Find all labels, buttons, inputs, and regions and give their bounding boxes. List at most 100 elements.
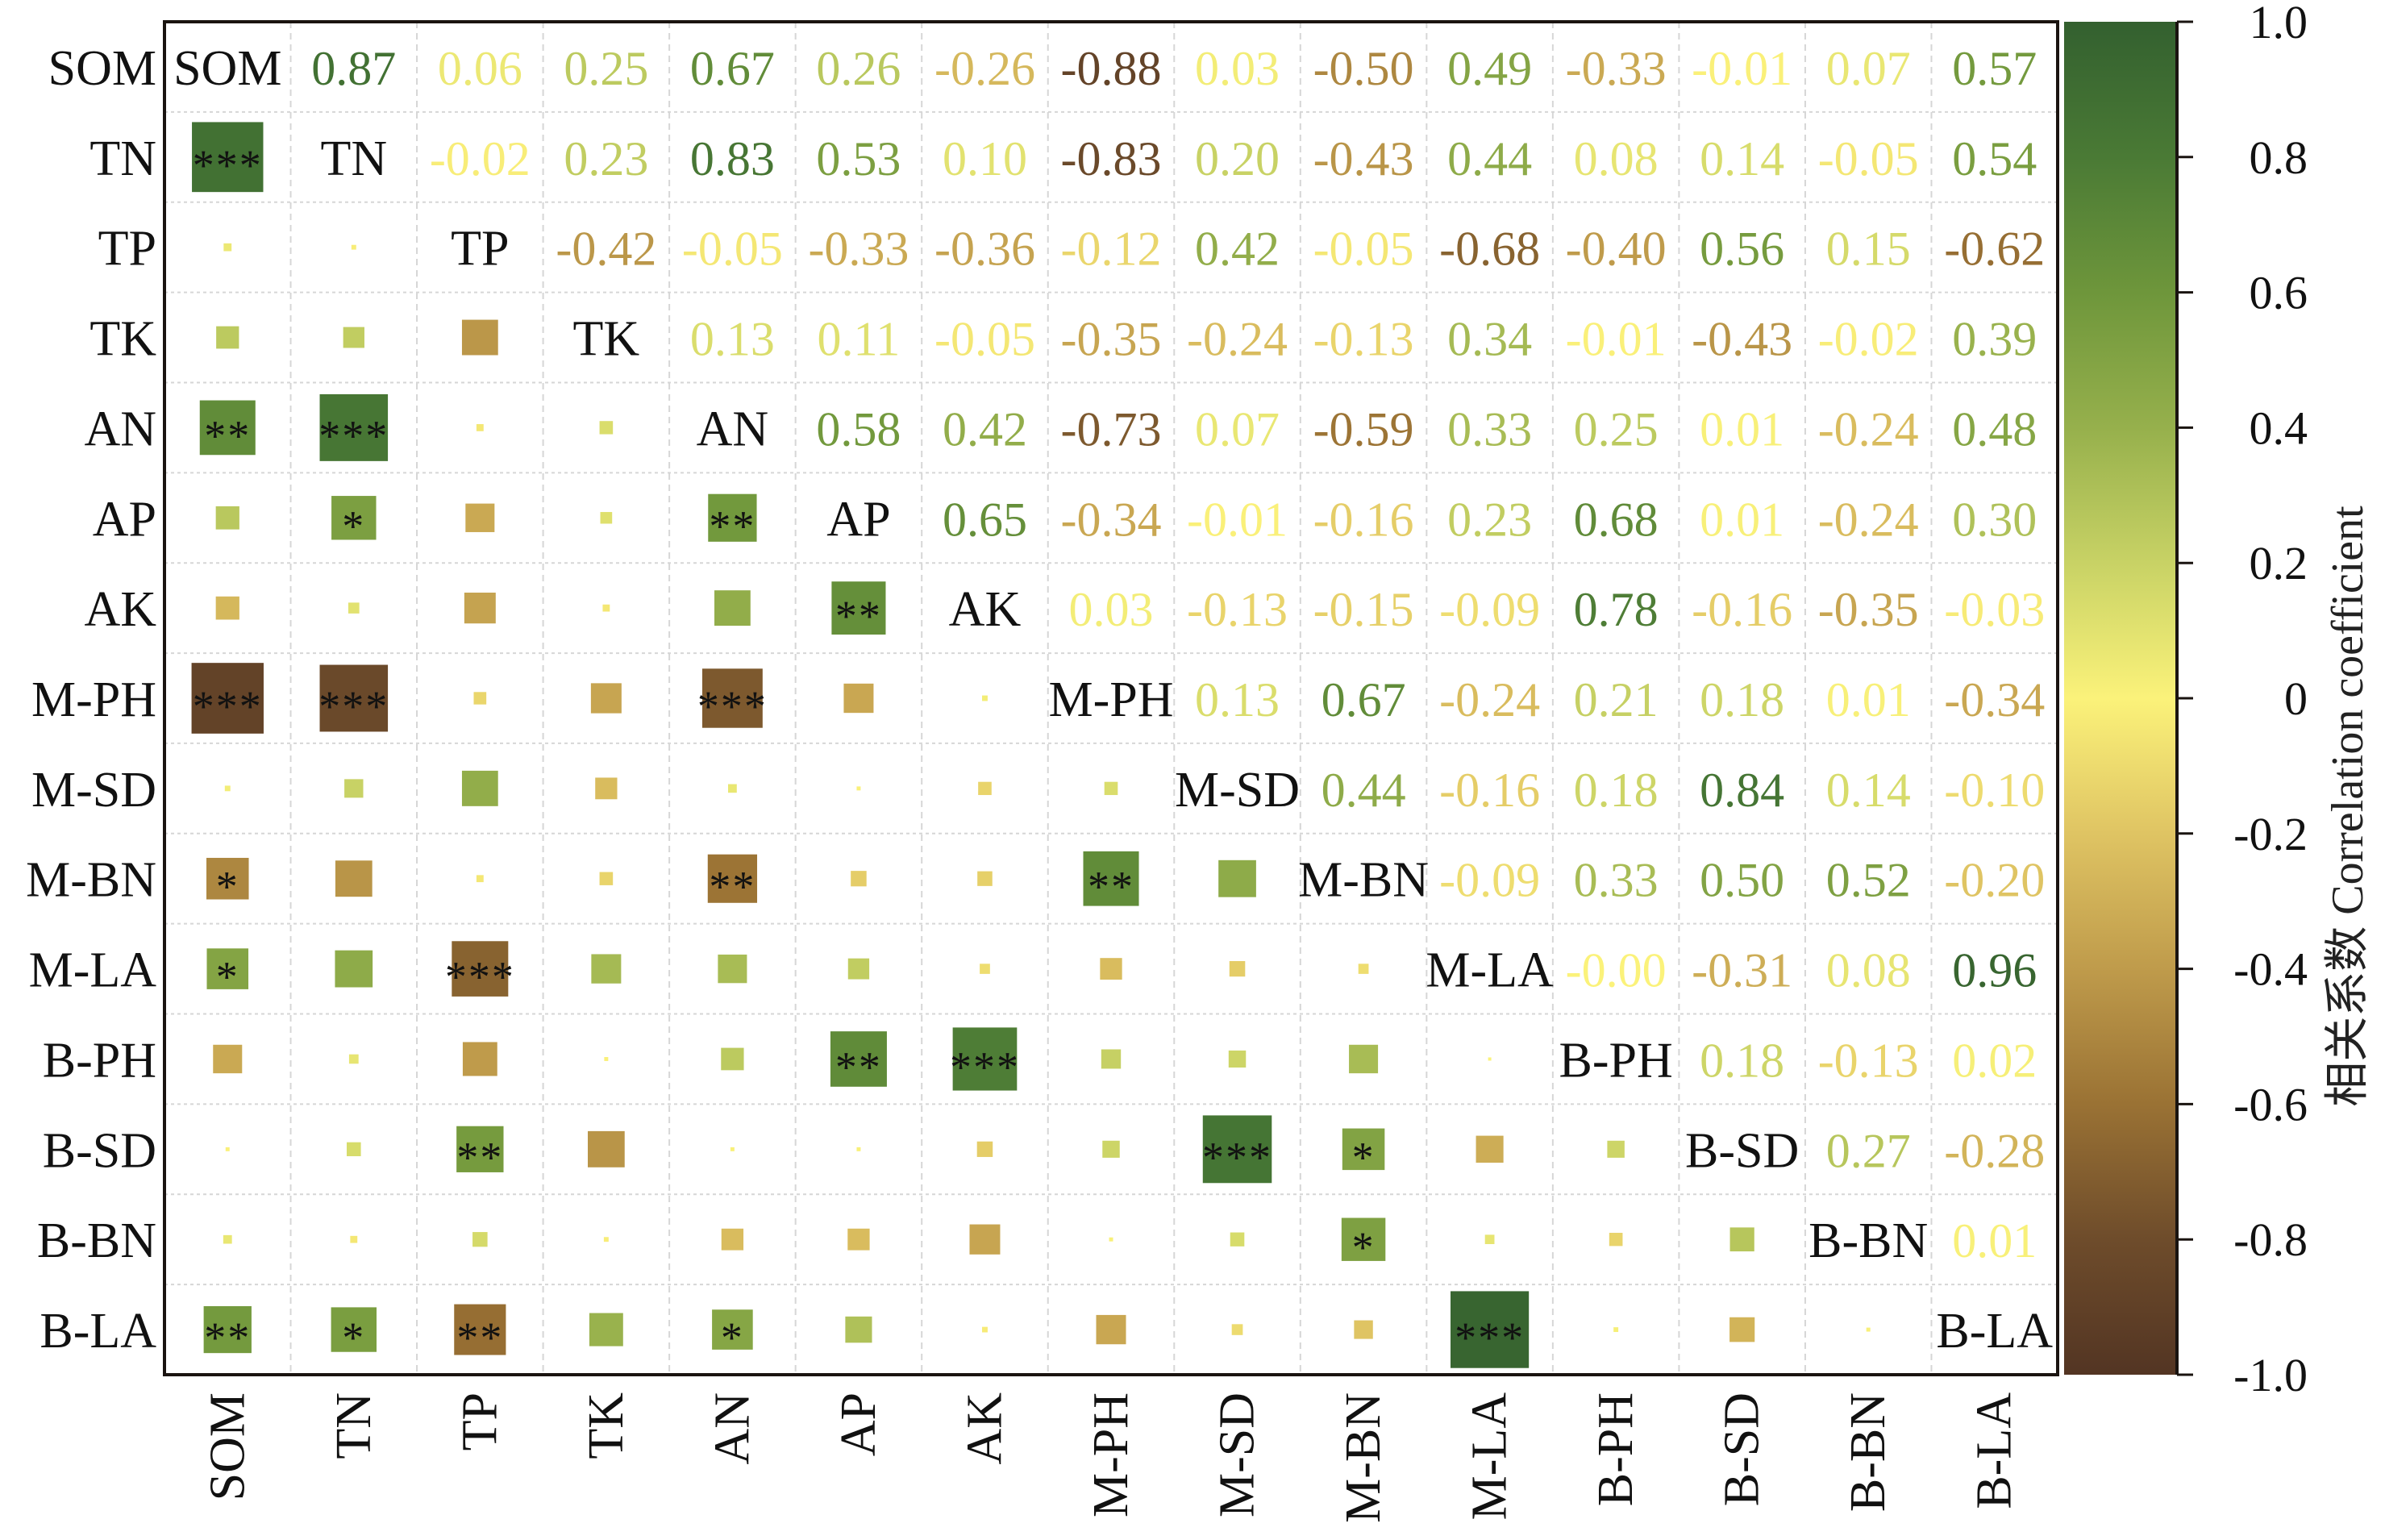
correlation-value-label: -0.59 <box>1313 402 1414 456</box>
correlation-square <box>976 1141 993 1157</box>
significance-stars: *** <box>445 953 515 1001</box>
y-tick-label: B-SD <box>43 1123 156 1178</box>
correlation-square <box>1229 960 1246 977</box>
correlation-value-label: 0.48 <box>1952 402 2037 456</box>
correlation-value-label: -0.24 <box>1439 673 1540 726</box>
correlation-square <box>476 875 484 883</box>
correlation-square <box>473 692 487 705</box>
correlation-value-label: 0.39 <box>1952 313 2037 366</box>
colorbar: 1.0 0.8 0.6 0.4 0.2 0 -0.2 -0.4 -0.6 -0.8 -1.0 <box>2064 0 2308 1401</box>
correlation-value-label: 0.02 <box>1952 1034 2037 1087</box>
correlation-square <box>1358 964 1369 974</box>
correlation-value-label: 0.87 <box>311 42 396 95</box>
significance-stars: *** <box>318 411 389 460</box>
significance-stars: * <box>342 1313 365 1362</box>
correlation-value-label: 0.67 <box>690 42 775 95</box>
significance-stars: * <box>1352 1133 1376 1181</box>
colorbar-tick-label: -1.0 <box>2233 1349 2308 1401</box>
diagonal-label: B-LA <box>1936 1304 2053 1359</box>
x-tick-label: B-PH <box>1588 1392 1643 1506</box>
x-tick-label: M-LA <box>1463 1392 1517 1521</box>
colorbar-tick-label: 1.0 <box>2250 0 2308 48</box>
correlation-value-label: 0.78 <box>1574 583 1659 636</box>
x-tick-label: TP <box>452 1392 507 1451</box>
correlation-square <box>215 506 239 530</box>
x-tick-label: TN <box>327 1392 381 1459</box>
correlation-square <box>1342 1128 1385 1171</box>
correlation-value-label: 0.57 <box>1952 42 2037 95</box>
correlation-value-label: -0.09 <box>1439 854 1540 907</box>
correlation-value-label: 0.14 <box>1826 764 1911 817</box>
correlation-square <box>1096 1314 1126 1345</box>
colorbar-tick-label: -0.8 <box>2233 1213 2308 1266</box>
correlation-value-label: 0.27 <box>1826 1124 1911 1177</box>
correlation-square <box>1341 1217 1386 1261</box>
correlation-square <box>847 1228 870 1251</box>
x-tick-label: B-SD <box>1715 1392 1770 1506</box>
y-tick-label: M-PH <box>31 672 156 727</box>
correlation-value-label: 0.50 <box>1700 854 1784 907</box>
correlation-square <box>348 1054 359 1064</box>
y-tick-label: TP <box>98 222 156 277</box>
correlation-value-label: 0.01 <box>1952 1214 2037 1267</box>
correlation-square <box>348 602 360 614</box>
correlation-value-label: -0.00 <box>1566 944 1667 997</box>
correlation-square <box>851 871 867 887</box>
correlation-square <box>1729 1227 1754 1252</box>
correlation-value-label: -0.88 <box>1061 42 1162 95</box>
correlation-value-label: 0.07 <box>1826 42 1911 95</box>
correlation-square <box>199 400 256 456</box>
correlation-value-label: 0.08 <box>1574 132 1659 185</box>
correlation-square <box>589 1313 623 1346</box>
correlation-square <box>216 326 239 349</box>
diagonal-label: M-SD <box>1175 763 1300 818</box>
x-tick-label: SOM <box>200 1392 255 1500</box>
correlation-square <box>590 683 622 714</box>
correlation-value-label: 0.58 <box>816 402 901 456</box>
correlation-value-label: -0.05 <box>1313 223 1414 276</box>
correlation-square <box>1451 1291 1530 1368</box>
correlation-value-label: 0.33 <box>1447 402 1532 456</box>
correlation-square <box>843 683 874 714</box>
correlation-square <box>213 1044 243 1074</box>
significance-stars: ** <box>204 1313 251 1362</box>
correlation-square <box>856 786 861 791</box>
correlation-value-label: 0.49 <box>1447 42 1532 95</box>
correlation-square <box>1484 1234 1495 1245</box>
correlation-square <box>1476 1135 1504 1163</box>
colorbar-tick-label: 0.4 <box>2250 402 2308 454</box>
colorbar-tick-label: -0.2 <box>2233 808 2308 860</box>
correlation-square <box>225 1147 230 1151</box>
correlation-value-label: 0.42 <box>1195 223 1280 276</box>
correlation-value-label: -0.35 <box>1818 583 1919 636</box>
significance-stars: *** <box>193 682 263 730</box>
correlation-square <box>344 779 364 798</box>
significance-stars: *** <box>1455 1313 1525 1362</box>
correlation-square <box>1218 859 1256 897</box>
correlation-square <box>1100 958 1122 980</box>
correlation-value-label: 0.23 <box>564 132 648 185</box>
correlation-value-label: -0.15 <box>1313 583 1414 636</box>
colorbar-tick-label: 0.8 <box>2250 131 2308 184</box>
correlation-value-label: 0.68 <box>1574 493 1659 546</box>
correlation-value-label: -0.09 <box>1439 583 1540 636</box>
correlation-square <box>206 948 249 989</box>
correlation-square <box>1609 1233 1623 1247</box>
plot-frame <box>163 20 2059 1376</box>
correlation-value-label: 0.08 <box>1826 944 1911 997</box>
correlation-value-label: 0.83 <box>690 132 775 185</box>
correlation-value-label: 0.42 <box>943 402 1027 456</box>
y-tick-label: AK <box>84 582 156 637</box>
diagonal-label: B-PH <box>1559 1033 1673 1088</box>
correlation-value-label: 0.01 <box>1700 493 1784 546</box>
correlation-square <box>728 784 737 793</box>
x-tick-label: M-PH <box>1084 1392 1138 1517</box>
correlation-square <box>347 1142 361 1156</box>
correlation-value-label: -0.13 <box>1818 1034 1919 1087</box>
correlation-value-label: -0.16 <box>1439 764 1540 817</box>
correlation-square <box>1349 1044 1379 1074</box>
correlation-value-label: -0.12 <box>1061 223 1162 276</box>
correlation-square <box>714 590 751 626</box>
correlation-square <box>978 781 992 796</box>
